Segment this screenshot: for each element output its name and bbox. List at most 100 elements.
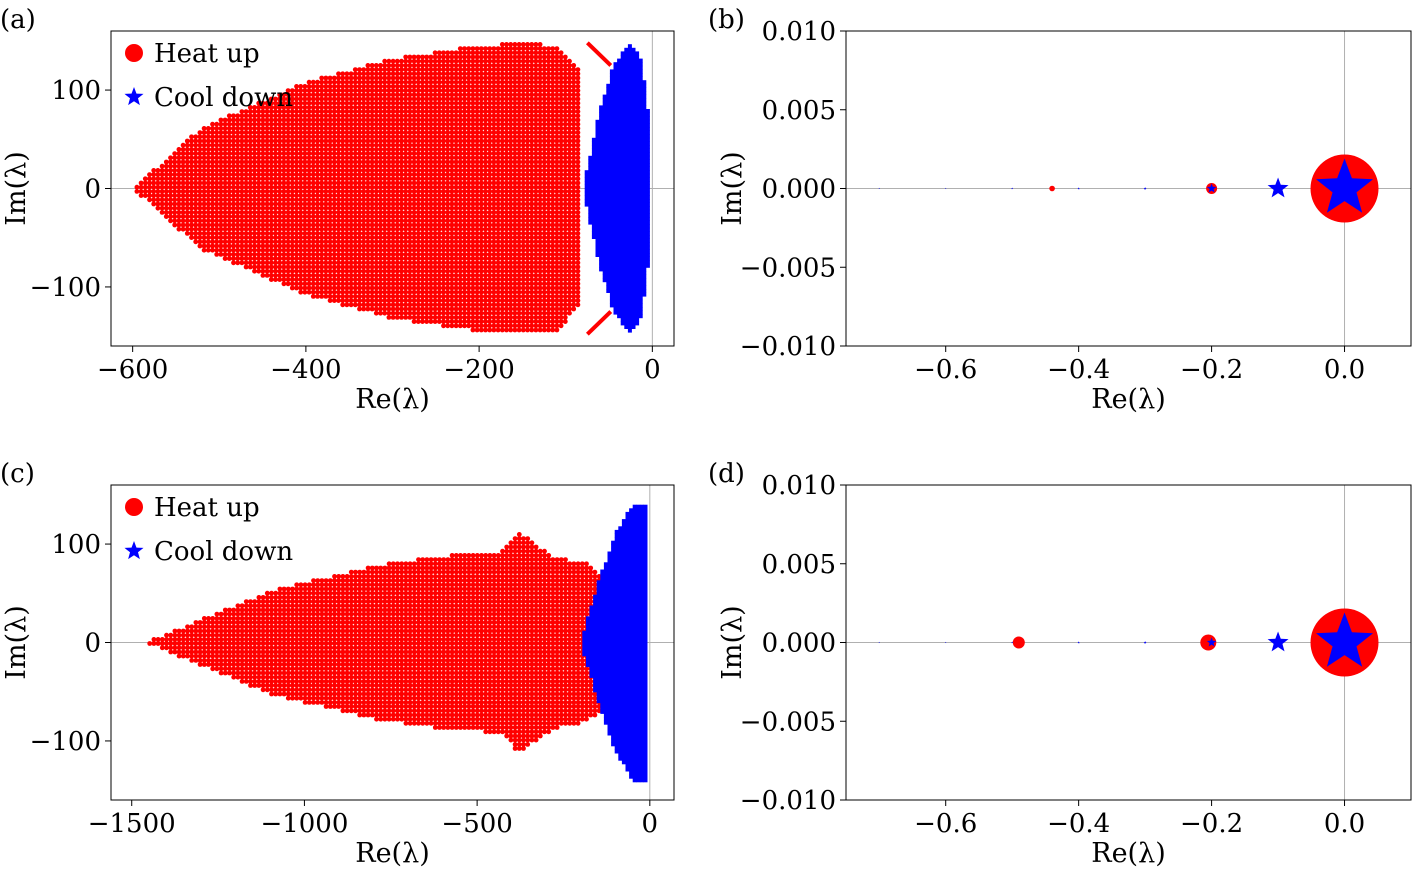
heat-up-point <box>541 235 547 241</box>
heat-up-point <box>239 231 245 236</box>
heat-up-point <box>550 306 556 312</box>
heat-up-point <box>453 71 459 77</box>
heat-up-point <box>491 260 497 266</box>
heat-up-point <box>382 113 388 119</box>
heat-up-point <box>529 277 535 282</box>
heat-up-point <box>470 268 476 274</box>
heat-up-point <box>403 125 409 131</box>
heat-up-point <box>478 256 484 261</box>
heat-up-point <box>319 289 325 295</box>
heat-up-point <box>327 172 333 178</box>
heat-up-point <box>546 306 551 312</box>
heat-up-point <box>218 147 224 152</box>
heat-up-point <box>361 218 367 224</box>
heat-up-point <box>420 231 425 236</box>
heat-up-point <box>331 176 337 182</box>
heat-up-point <box>420 151 425 157</box>
heat-up-point <box>348 260 354 266</box>
heat-up-point <box>260 142 266 148</box>
heat-up-point <box>525 105 530 110</box>
heat-up-point <box>520 273 526 278</box>
heat-up-point <box>512 96 518 102</box>
heat-up-point <box>445 319 451 324</box>
heat-up-point <box>537 130 543 136</box>
heat-up-point <box>231 205 236 211</box>
heat-up-point <box>466 201 472 207</box>
heat-up-point <box>357 294 362 299</box>
heat-up-point <box>214 197 220 203</box>
heat-up-point <box>457 277 463 282</box>
heat-up-point <box>533 155 539 161</box>
heat-up-point <box>365 163 371 169</box>
heat-up-point <box>407 310 413 316</box>
heat-up-point <box>470 327 476 333</box>
heat-up-point <box>327 247 333 253</box>
heat-up-point <box>302 147 308 152</box>
heat-up-point <box>474 138 480 144</box>
heat-up-point <box>260 147 266 152</box>
heat-up-point <box>470 96 476 102</box>
heat-up-point <box>289 226 295 232</box>
heat-up-point <box>180 172 186 178</box>
heat-up-point <box>495 180 501 186</box>
heat-up-point <box>525 319 530 324</box>
heat-up-point <box>289 155 295 161</box>
heat-up-point <box>441 201 446 207</box>
heat-up-point <box>302 222 308 228</box>
heat-up-point <box>294 176 299 182</box>
heat-up-point <box>462 226 467 232</box>
heat-up-point <box>512 155 518 161</box>
heat-up-point <box>226 168 232 173</box>
heat-up-point <box>424 88 430 93</box>
heat-up-point <box>508 260 514 266</box>
heat-up-point <box>327 226 333 232</box>
heat-up-point <box>327 189 333 194</box>
heat-up-point <box>399 58 404 64</box>
heat-up-point <box>457 71 463 77</box>
heat-up-point <box>428 184 434 190</box>
heat-up-point <box>466 306 472 312</box>
heat-up-point <box>487 310 493 316</box>
heat-up-point <box>445 130 451 136</box>
heat-up-point <box>495 84 501 89</box>
heat-up-point <box>344 92 350 98</box>
heat-up-point <box>394 134 400 140</box>
heat-up-point <box>508 50 514 56</box>
heat-up-point <box>424 151 430 157</box>
heat-up-point <box>420 285 425 291</box>
heat-up-point <box>407 231 413 236</box>
heat-up-point <box>415 121 421 127</box>
heat-up-point <box>520 315 526 320</box>
heat-up-point <box>340 71 346 77</box>
heat-up-point <box>462 155 467 161</box>
heat-up-point <box>504 306 509 312</box>
heat-up-point <box>390 289 396 295</box>
panel-label-a: (a) <box>0 5 36 35</box>
heat-up-point <box>277 130 283 136</box>
heat-up-point <box>298 260 304 266</box>
heat-up-point <box>512 159 518 165</box>
heat-up-point <box>504 109 509 114</box>
heat-up-point <box>281 226 287 232</box>
heat-up-point <box>483 231 488 236</box>
heat-up-point <box>512 176 518 182</box>
heat-up-point <box>420 189 425 194</box>
heat-up-point <box>210 184 215 190</box>
heat-up-point <box>546 151 551 157</box>
heat-up-point <box>281 159 287 165</box>
heat-up-point <box>525 256 530 261</box>
heat-up-point <box>390 147 396 152</box>
heat-up-point <box>516 201 522 207</box>
heat-up-point <box>508 281 514 287</box>
heat-up-point <box>256 264 262 270</box>
heat-up-point <box>336 260 341 266</box>
heat-up-point <box>537 218 543 224</box>
heat-up-point <box>378 67 383 72</box>
heat-up-point <box>394 256 400 261</box>
heat-up-point <box>218 247 224 253</box>
heat-up-point <box>352 214 358 220</box>
heat-up-point <box>336 231 341 236</box>
heat-up-point <box>285 189 291 194</box>
heat-up-point <box>495 247 501 253</box>
heat-up-point <box>373 310 379 316</box>
